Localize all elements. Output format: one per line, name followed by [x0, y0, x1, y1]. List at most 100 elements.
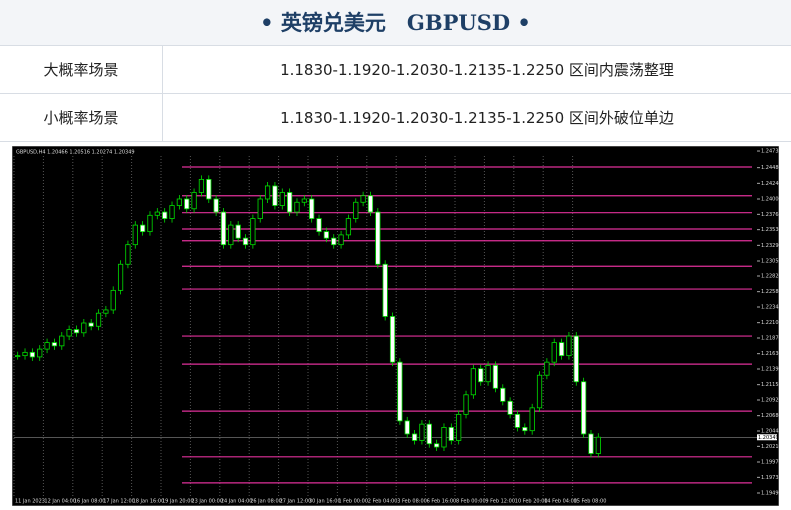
candle-body — [551, 342, 557, 363]
candle-body — [15, 355, 21, 358]
candle-body — [478, 368, 484, 383]
candle-body — [147, 214, 153, 233]
candle-body — [345, 218, 352, 236]
y-tick-label: 1.23765 — [761, 212, 779, 218]
candle-body — [411, 433, 418, 441]
scenario-table: 大概率场景 1.1830-1.1920-1.2030-1.2135-1.2250 … — [0, 45, 791, 142]
x-tick-label: 9 Feb 12:00 — [485, 499, 515, 505]
candle-body — [316, 218, 322, 233]
candle-body — [338, 234, 344, 246]
candle-body — [66, 329, 72, 337]
candle-body — [176, 198, 182, 206]
candle-body — [389, 316, 396, 363]
y-tick-label: 1.20445 — [761, 429, 779, 435]
candle-body — [522, 427, 528, 432]
candle-body — [492, 365, 499, 389]
y-tick-label: 1.21395 — [761, 367, 779, 373]
candle-body — [88, 322, 94, 327]
candle-body — [485, 365, 491, 383]
candle-body — [242, 237, 249, 246]
candle-body — [426, 423, 432, 445]
candle-body — [235, 224, 241, 239]
candle-body — [573, 335, 579, 383]
y-tick-label: 1.20920 — [761, 398, 779, 404]
cell: 大概率场景 — [0, 45, 163, 94]
candle-body — [529, 407, 535, 432]
row: 大概率场景 1.1830-1.1920-1.2030-1.2135-1.2250 … — [0, 45, 791, 94]
row: 小概率场景 1.1830-1.1920-1.2030-1.2135-1.2250 … — [0, 93, 791, 142]
candle-body — [287, 192, 293, 213]
y-tick-label: 1.24000 — [761, 196, 779, 202]
candle-body — [29, 351, 35, 358]
x-tick-label: 19 Jan 20:00 — [162, 499, 194, 505]
candle-body — [169, 205, 175, 219]
candle-body — [434, 443, 440, 448]
x-tick-label: 8 Feb 00:00 — [456, 499, 486, 505]
candle-body — [463, 394, 469, 415]
chart-bg — [12, 146, 779, 506]
y-tick-label: 1.23290 — [761, 243, 779, 249]
candle-body — [140, 224, 146, 233]
cell: 小概率场景 — [0, 93, 163, 142]
x-tick-label: 6 Feb 16:00 — [427, 499, 457, 505]
candle-body — [51, 342, 58, 347]
candle-body — [228, 224, 234, 246]
y-tick-label: 1.22105 — [761, 320, 779, 326]
chart: GBPUSD,H4 1.20466 1.20516 1.20274 1.2034… — [12, 146, 779, 506]
candle-body — [125, 244, 131, 265]
x-tick-label: 12 Jan 04:00 — [44, 499, 76, 505]
candle-body — [44, 342, 50, 350]
y-tick-label: 1.21155 — [761, 382, 779, 388]
candle-body — [110, 289, 116, 311]
x-tick-label: 23 Jan 00:00 — [191, 499, 223, 505]
candle-body — [353, 201, 359, 219]
candle-body — [419, 423, 425, 441]
candle-body — [73, 329, 80, 334]
candle-body — [250, 218, 256, 246]
candle-body — [595, 436, 601, 454]
y-tick-label: 1.19495 — [761, 491, 779, 497]
y-tick-label: 1.22580 — [761, 289, 779, 295]
candle-body — [514, 413, 521, 428]
y-tick-label: 1.20680 — [761, 413, 779, 419]
candle-body — [272, 185, 278, 206]
y-tick-label: 1.24240 — [761, 181, 779, 187]
y-tick-label: 1.24735 — [761, 149, 779, 155]
candle-body — [397, 361, 403, 422]
candle-body — [323, 231, 329, 239]
x-tick-label: 30 Jan 16:00 — [309, 499, 341, 505]
y-tick-label: 1.20210 — [761, 444, 779, 450]
candle-body — [132, 224, 138, 246]
y-tick-label: 1.19735 — [761, 475, 779, 481]
candle-body — [581, 381, 587, 435]
candle-body — [22, 351, 28, 357]
candle-body — [309, 198, 315, 219]
candle-body — [360, 195, 366, 203]
x-tick-label: 18 Jan 16:00 — [133, 499, 165, 505]
title: • 英镑兑美元 GBPUSD • — [0, 0, 791, 45]
candle-body — [198, 179, 205, 193]
candle-body — [566, 335, 572, 357]
x-tick-label: 17 Jan 12:00 — [103, 499, 135, 505]
candle-body — [59, 335, 65, 347]
candle-body — [448, 427, 454, 441]
cell: 1.1830-1.1920-1.2030-1.2135-1.2250 区间内震荡… — [162, 45, 791, 94]
candle-body — [213, 198, 219, 213]
candle-body — [103, 309, 109, 314]
candle-body — [206, 179, 212, 200]
x-tick-label: 14 Feb 04:00 — [544, 499, 577, 505]
y-tick-label: 1.23050 — [761, 258, 779, 264]
candle-body — [301, 198, 307, 203]
x-tick-label: 27 Jan 12:00 — [280, 499, 312, 505]
x-tick-label: 11 Jan 2023 — [15, 499, 45, 505]
chart-title: GBPUSD,H4 1.20466 1.20516 1.20274 1.2034… — [16, 150, 135, 156]
candle-body — [404, 420, 410, 435]
candle-body — [184, 198, 190, 210]
candle-body — [81, 322, 87, 334]
cell: 1.1830-1.1920-1.2030-1.2135-1.2250 区间外破位… — [162, 93, 791, 142]
last-price-box — [757, 434, 777, 441]
candle-body — [162, 211, 168, 219]
candle-body — [544, 361, 550, 376]
candle-body — [294, 201, 300, 213]
